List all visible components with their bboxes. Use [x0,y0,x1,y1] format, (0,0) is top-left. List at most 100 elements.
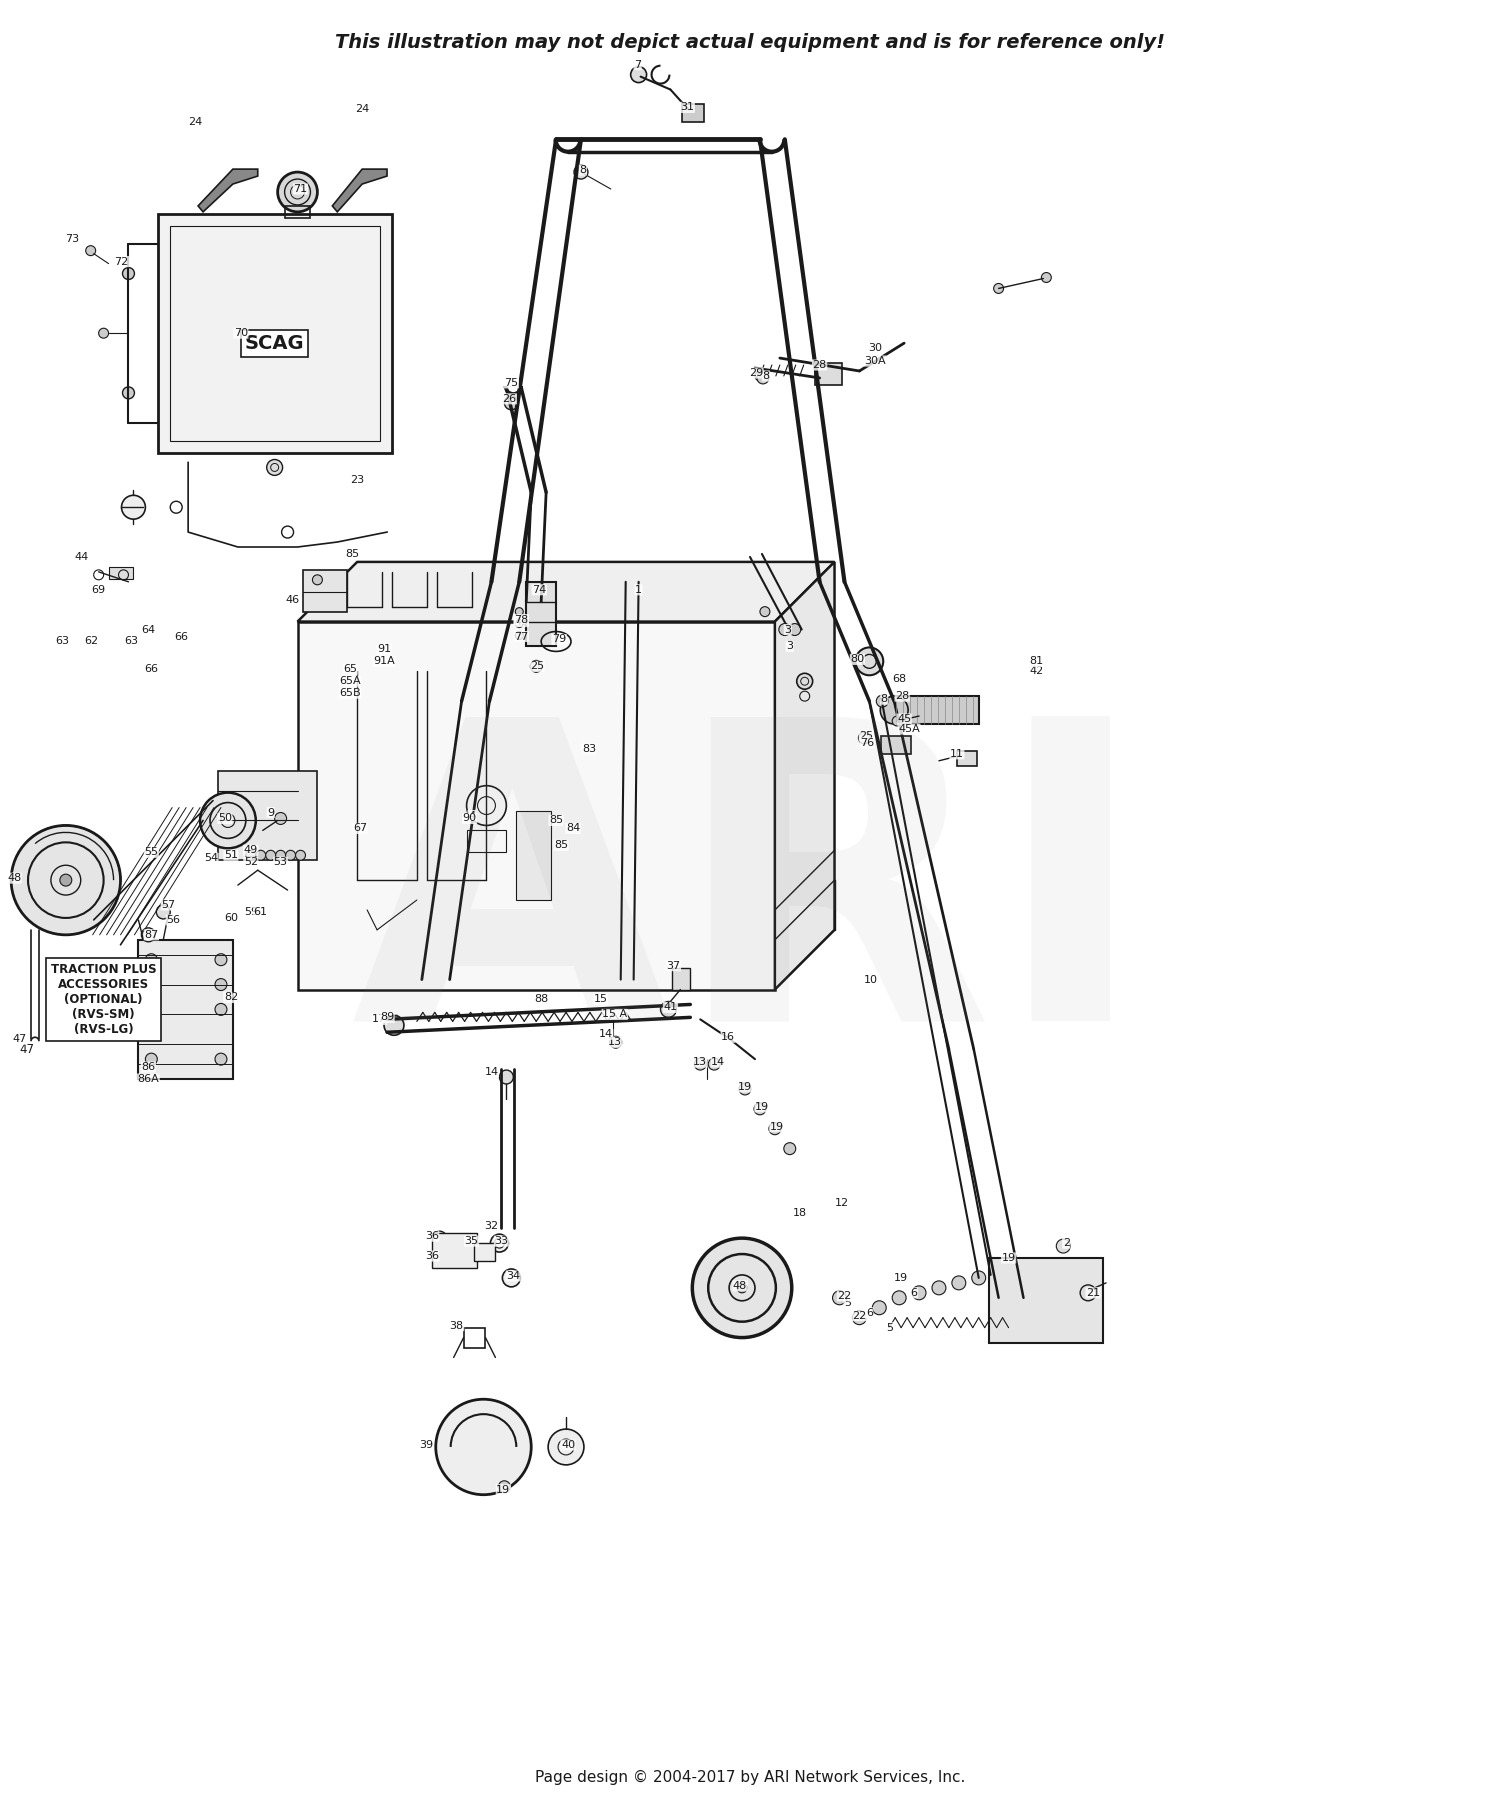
Bar [217,771,318,860]
Circle shape [784,1142,795,1155]
Polygon shape [198,168,258,212]
Circle shape [760,606,770,617]
Circle shape [778,624,790,635]
Text: 31: 31 [681,103,694,112]
Circle shape [789,624,801,635]
Circle shape [873,1301,886,1314]
Circle shape [796,673,813,690]
Text: 19: 19 [738,1082,752,1091]
Circle shape [952,1276,966,1291]
Circle shape [694,1059,706,1070]
Text: 22: 22 [852,1310,867,1321]
Circle shape [433,1251,447,1265]
Text: 21: 21 [1086,1289,1100,1298]
Circle shape [516,619,524,628]
Circle shape [10,825,120,934]
Text: 12: 12 [834,1198,849,1209]
Text: 61: 61 [254,907,267,918]
Bar [432,1233,477,1269]
Text: 69: 69 [92,585,105,595]
Text: 1: 1 [634,585,642,595]
Text: 55: 55 [144,847,159,858]
Text: 36: 36 [424,1251,439,1262]
Circle shape [156,905,170,919]
Circle shape [880,697,908,724]
Text: 75: 75 [504,378,519,387]
Text: 74: 74 [532,585,546,595]
Text: 65A: 65A [339,677,362,686]
Text: 43: 43 [514,617,528,626]
Text: 85: 85 [554,840,568,851]
Text: 35: 35 [465,1236,478,1245]
Circle shape [530,661,542,672]
Text: 15 A: 15 A [602,1010,627,1019]
Text: TRACTION PLUS
ACCESSORIES
(OPTIONAL)
(RVS-SM)
(RVS-LG): TRACTION PLUS ACCESSORIES (OPTIONAL) (RV… [51,963,156,1035]
Circle shape [146,1053,158,1064]
Bar [170,226,380,440]
Circle shape [754,371,765,380]
Circle shape [123,268,135,279]
Circle shape [892,1291,906,1305]
Text: 66: 66 [174,632,188,641]
Text: 80: 80 [850,655,864,664]
Circle shape [504,396,519,409]
Bar [474,1243,495,1262]
Text: 91A: 91A [374,657,394,666]
Text: 28: 28 [896,691,909,700]
Circle shape [852,1310,867,1325]
Text: 86: 86 [141,1062,156,1072]
Bar [672,968,690,990]
Text: 19: 19 [1002,1253,1016,1263]
Bar [894,697,978,724]
Circle shape [433,1231,447,1245]
Text: 46: 46 [285,595,300,605]
Text: 66: 66 [144,664,159,675]
Text: 47: 47 [20,1043,34,1055]
Text: 48: 48 [8,872,21,883]
Circle shape [384,1015,404,1035]
Text: 7: 7 [634,60,640,71]
Circle shape [146,979,158,990]
Circle shape [146,1003,158,1015]
Text: 52: 52 [243,858,258,867]
Text: 24: 24 [188,118,202,127]
Circle shape [610,1037,621,1048]
Polygon shape [297,561,834,621]
Text: 28: 28 [813,360,826,369]
Circle shape [498,1481,510,1493]
Circle shape [490,1234,508,1253]
Circle shape [876,695,888,708]
Text: 65B: 65B [339,688,362,699]
Text: 87: 87 [144,930,159,939]
Text: 45A: 45A [898,724,920,735]
Text: 23: 23 [350,476,364,485]
Text: 41: 41 [663,1003,678,1012]
Text: 17: 17 [372,1014,386,1024]
Text: 78: 78 [514,615,528,624]
Circle shape [256,851,265,860]
Text: 60: 60 [224,912,238,923]
Text: 6: 6 [910,1289,918,1298]
Bar [516,811,550,900]
Text: 59: 59 [243,907,258,918]
Text: 13: 13 [608,1037,622,1048]
Circle shape [693,1238,792,1338]
Circle shape [436,1399,531,1495]
Text: 19: 19 [894,1272,908,1283]
Text: 48: 48 [734,1281,747,1291]
Circle shape [200,793,256,849]
Text: 36: 36 [424,1231,439,1242]
Bar [526,581,556,646]
Circle shape [266,851,276,860]
Circle shape [912,1285,926,1300]
Bar [159,214,392,452]
Circle shape [246,851,256,860]
Circle shape [500,1070,513,1084]
Circle shape [274,813,286,824]
Text: 30: 30 [868,344,882,353]
Text: 84: 84 [566,824,580,833]
Text: 86A: 86A [138,1073,159,1084]
Text: 10: 10 [864,974,879,985]
Text: 8: 8 [579,165,586,176]
Text: 63: 63 [56,637,69,646]
